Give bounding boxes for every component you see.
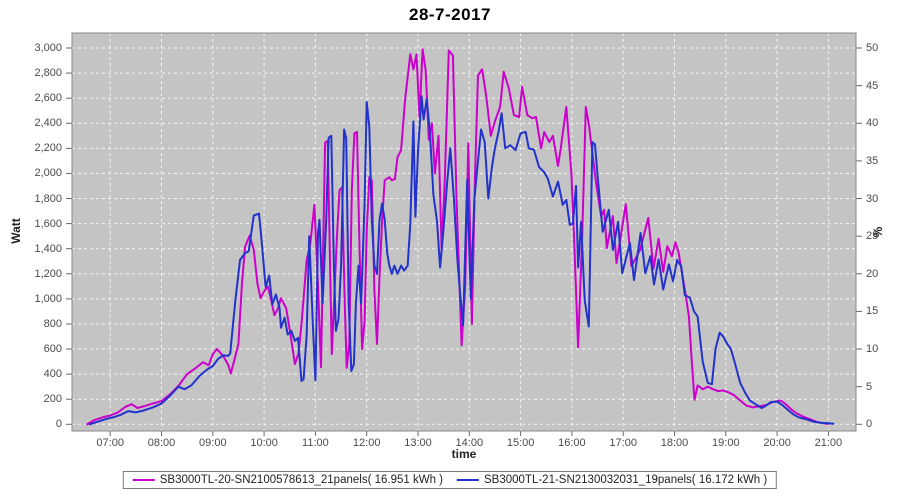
right-axis-tick-50: 50 [866,42,879,54]
legend-line-magenta-icon [132,479,155,481]
x-axis-tick-14:00: 14:00 [455,437,484,449]
right-axis-tick-45: 45 [866,79,879,92]
left-axis-tick-400: 400 [43,368,62,381]
x-axis-tick-10:00: 10:00 [250,437,278,449]
left-axis-tick-2600: 2,600 [34,92,62,105]
x-axis-tick-19:00: 19:00 [712,437,740,449]
x-axis-tick-09:00: 09:00 [199,437,227,449]
left-axis-tick-600: 600 [43,343,62,356]
legend-item-inverter-20: SB3000TL-20-SN2100578613_21panels( 16.95… [132,474,443,486]
left-axis-tick-1800: 1,800 [34,192,62,205]
x-axis-tick-21:00: 21:00 [814,437,843,449]
right-axis-tick-10: 10 [866,343,879,356]
legend: SB3000TL-20-SN2100578613_21panels( 16.95… [122,471,778,489]
x-axis-tick-12:00: 12:00 [352,437,381,449]
right-axis-tick-35: 35 [866,154,879,167]
left-axis-tick-800: 800 [43,317,62,330]
right-axis-tick-30: 30 [866,192,879,205]
left-axis-tick-200: 200 [43,393,62,406]
left-axis-tick-1400: 1,400 [34,242,62,255]
series-line-magenta [86,48,830,426]
right-axis-tick-5: 5 [866,380,873,393]
left-axis-tick-1600: 1,600 [34,217,62,230]
left-axis-tick-2800: 2,800 [34,67,62,80]
x-axis-tick-13:00: 13:00 [404,437,432,449]
left-axis-tick-3000: 3,000 [34,42,62,54]
legend-line-blue-icon [457,479,479,481]
legend-item-inverter-21: SB3000TL-21-SN2130032031_19panels( 16.17… [457,474,767,486]
right-axis-tick-40: 40 [866,117,879,130]
x-axis-tick-08:00: 08:00 [147,437,176,449]
legend-label-inverter-20: SB3000TL-20-SN2100578613_21panels( 16.95… [159,474,443,486]
x-axis-label: time [451,447,477,461]
x-axis-tick-20:00: 20:00 [763,437,791,449]
left-axis-tick-2000: 2,000 [34,167,62,180]
x-axis-tick-15:00: 15:00 [506,437,535,449]
left-axis-tick-1200: 1,200 [34,267,62,280]
right-axis-tick-20: 20 [866,267,879,280]
right-axis-tick-0: 0 [866,418,873,431]
x-axis-tick-07:00: 07:00 [96,437,124,449]
right-axis-tick-15: 15 [866,305,879,318]
left-axis-tick-0: 0 [55,418,62,431]
left-axis-tick-1000: 1,000 [34,292,62,305]
x-axis-tick-11:00: 11:00 [302,437,329,449]
chart-title: 28-7-2017 [408,5,491,24]
x-axis-tick-17:00: 17:00 [609,437,637,449]
x-axis-tick-16:00: 16:00 [558,437,586,449]
left-axis-tick-2200: 2,200 [34,142,62,155]
series-line-blue [88,95,835,426]
x-axis-tick-18:00: 18:00 [660,437,689,449]
left-axis-tick-2400: 2,400 [34,117,62,130]
right-axis-tick-25: 25 [866,230,879,243]
legend-label-inverter-21: SB3000TL-21-SN2130032031_19panels( 16.17… [484,474,768,486]
